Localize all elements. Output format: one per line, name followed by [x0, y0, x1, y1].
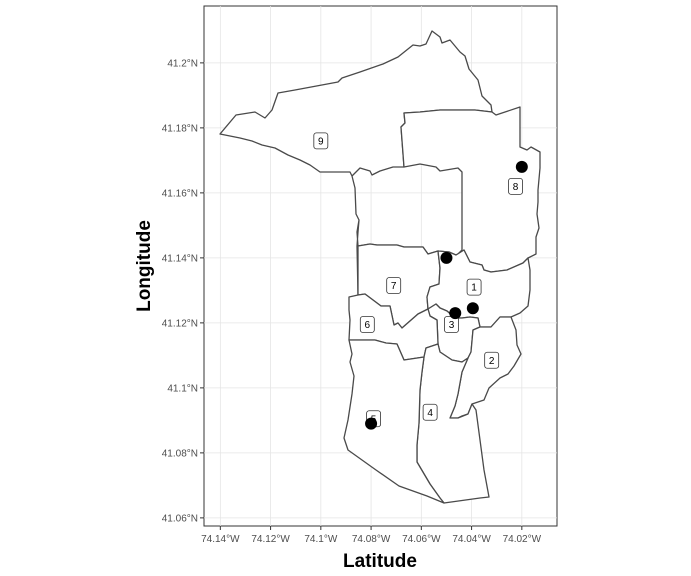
district-label-8: 8 [508, 177, 523, 195]
district-label-text: 1 [471, 283, 477, 294]
district-label-4: 4 [422, 403, 438, 421]
y-tick-label: 41.08°N [162, 448, 198, 459]
x-tick-label: 74.1°W [304, 534, 337, 545]
district-label-text: 7 [391, 281, 397, 292]
x-tick-label: 74.08°W [352, 534, 391, 545]
y-tick-label: 41.1°N [167, 383, 198, 394]
x-tick-label: 74.04°W [452, 534, 491, 545]
district-label-3: 3 [444, 316, 459, 333]
y-tick-label: 41.06°N [162, 513, 198, 524]
x-tick-label: 74.06°W [402, 534, 441, 545]
district-label-box [484, 351, 500, 369]
data-point-1 [515, 160, 528, 173]
y-axis-ticks: 41.06°N 41.08°N 41.1°N 41.12°N 41.14°N 41.16°… [162, 58, 204, 524]
y-axis-title: Longitude [134, 220, 155, 312]
y-tick-label: 41.18°N [162, 123, 198, 134]
district-label-text: 9 [318, 136, 324, 147]
x-tick-label: 74.14°W [201, 534, 240, 545]
data-point-4 [449, 307, 462, 320]
y-tick-label: 41.16°N [162, 188, 198, 199]
y-tick-label: 41.14°N [162, 253, 198, 264]
x-tick-label: 74.12°W [251, 534, 290, 545]
district-label-box [313, 132, 329, 150]
district-label-text: 2 [489, 356, 495, 367]
x-axis-ticks: 74.14°W 74.12°W 74.1°W 74.08°W 74.06°W 74.04°… [201, 526, 542, 545]
district-label-box [466, 278, 482, 296]
district-label-text: 3 [449, 320, 455, 331]
y-tick-label: 41.2°N [167, 58, 198, 69]
district-label-6: 6 [359, 316, 375, 333]
district-label-box [386, 277, 402, 294]
data-point-5 [365, 417, 378, 430]
district-label-box [422, 403, 438, 421]
data-point-3 [466, 302, 479, 315]
data-points [365, 160, 528, 430]
district-label-1: 1 [466, 278, 482, 296]
district-label-9: 9 [313, 132, 329, 150]
district-label-text: 8 [513, 182, 519, 193]
district-5-boundary [343, 339, 445, 504]
district-label-7: 7 [386, 277, 402, 294]
data-point-2 [440, 251, 453, 264]
x-axis-title: Latitude [343, 551, 417, 572]
x-tick-label: 74.02°W [503, 534, 542, 545]
district-label-box [359, 316, 375, 333]
district-label-2: 2 [484, 351, 500, 369]
y-tick-label: 41.12°N [162, 318, 198, 329]
district-label-text: 4 [427, 408, 433, 419]
district-label-box [508, 177, 523, 195]
district-label-text: 6 [365, 320, 371, 331]
